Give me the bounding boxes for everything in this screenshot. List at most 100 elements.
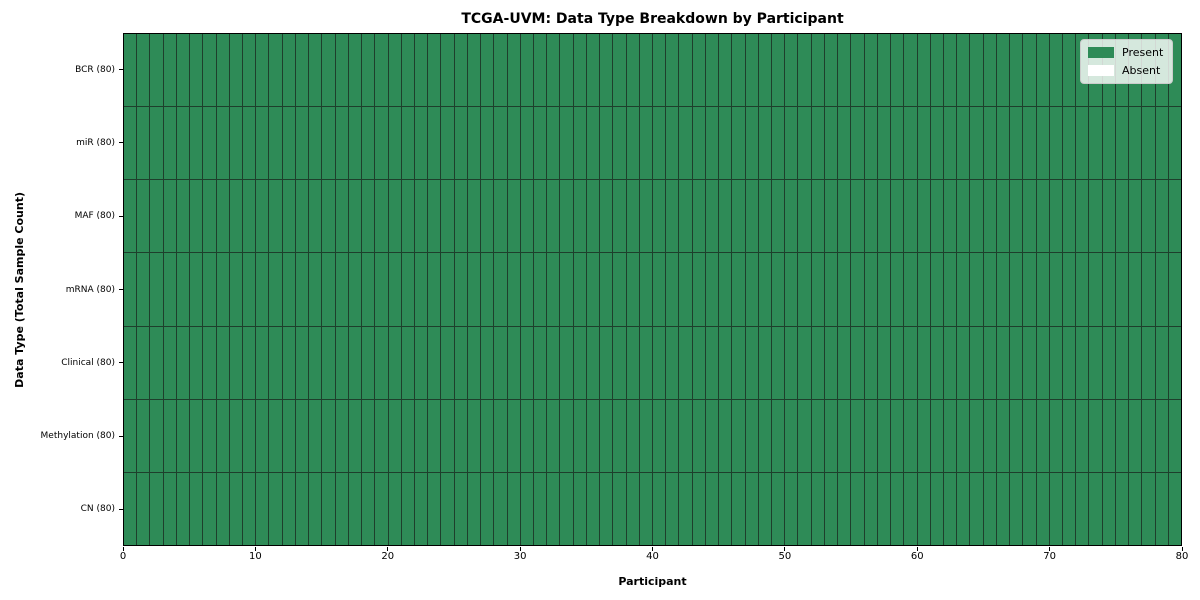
heatmap-cell [838, 34, 851, 107]
heatmap-cell [745, 107, 758, 180]
heatmap-cell [388, 107, 401, 180]
heatmap-cell [190, 34, 203, 107]
heatmap-cell [719, 180, 732, 253]
heatmap-cell [348, 399, 362, 472]
heatmap-cell [1089, 472, 1102, 545]
heatmap-cell [639, 399, 652, 472]
heatmap-cell [348, 180, 362, 253]
heatmap-cell [269, 399, 282, 472]
heatmap-cell [785, 253, 798, 326]
heatmap-cell [851, 253, 864, 326]
heatmap-cell [362, 180, 375, 253]
heatmap-cell [930, 34, 943, 107]
legend-label: Absent [1122, 64, 1161, 77]
heatmap-cell [533, 399, 547, 472]
heatmap-cell [679, 399, 692, 472]
heatmap-cell [851, 326, 864, 399]
heatmap-cell [163, 107, 176, 180]
heatmap-cell [996, 326, 1010, 399]
heatmap-cell [348, 472, 362, 545]
heatmap-cell [216, 326, 229, 399]
heatmap-cell [719, 253, 732, 326]
heatmap-cell [600, 107, 613, 180]
heatmap-cell [335, 472, 348, 545]
heatmap-cell [150, 326, 163, 399]
heatmap-cell [243, 107, 256, 180]
heatmap-cell [666, 34, 679, 107]
heatmap-cell [851, 34, 864, 107]
heatmap-cell [1142, 472, 1155, 545]
heatmap-cell [970, 326, 983, 399]
heatmap-cell [335, 326, 348, 399]
heatmap-cell [983, 399, 996, 472]
heatmap-cell [362, 326, 375, 399]
heatmap-cell [613, 34, 626, 107]
heatmap-cell [1089, 399, 1102, 472]
heatmap-cell [798, 34, 811, 107]
heatmap-cell [1115, 326, 1129, 399]
heatmap-cell [983, 472, 996, 545]
heatmap-cell [586, 180, 600, 253]
heatmap-cell [745, 180, 758, 253]
heatmap-cell [269, 107, 282, 180]
heatmap-cell [1129, 107, 1142, 180]
heatmap-cell [454, 34, 467, 107]
x-tick-label: 20 [381, 551, 395, 562]
heatmap-cell [811, 326, 824, 399]
heatmap-cell [309, 253, 322, 326]
heatmap-cell [309, 472, 322, 545]
heatmap-cell [1168, 326, 1181, 399]
heatmap-cell [309, 107, 322, 180]
heatmap-cell [838, 180, 851, 253]
heatmap-cell [481, 472, 494, 545]
heatmap-cell [520, 34, 533, 107]
heatmap-cell [573, 399, 586, 472]
heatmap-cell [348, 34, 362, 107]
heatmap-cell [983, 107, 996, 180]
heatmap-cell [613, 180, 626, 253]
heatmap-cell [1076, 253, 1089, 326]
heatmap-cell [375, 472, 388, 545]
heatmap-cell [692, 107, 705, 180]
heatmap-cell [719, 472, 732, 545]
heatmap-cell [904, 399, 917, 472]
heatmap-cell [983, 34, 996, 107]
heatmap-cell [176, 253, 190, 326]
heatmap-cell [1010, 34, 1023, 107]
heatmap-cell [441, 34, 454, 107]
heatmap-cell [176, 107, 190, 180]
heatmap-cell [414, 472, 428, 545]
heatmap-cell [190, 326, 203, 399]
heatmap-cell [877, 253, 891, 326]
heatmap-cell [891, 253, 904, 326]
heatmap-cell [824, 399, 838, 472]
x-tick-mark [387, 547, 389, 551]
heatmap-cell [732, 472, 745, 545]
y-tick-mark [119, 142, 123, 144]
heatmap-cell [216, 472, 229, 545]
heatmap-cell [639, 472, 652, 545]
heatmap-cell [666, 180, 679, 253]
heatmap-cell [335, 180, 348, 253]
heatmap-cell [269, 34, 282, 107]
heatmap-cell [494, 180, 507, 253]
heatmap-cell [309, 180, 322, 253]
heatmap-cell [1049, 34, 1062, 107]
heatmap-cell [388, 34, 401, 107]
heatmap-cell [1023, 253, 1036, 326]
heatmap-cell [388, 326, 401, 399]
heatmap-cell [1115, 472, 1129, 545]
heatmap-cell [1115, 399, 1129, 472]
heatmap-cell [481, 180, 494, 253]
heatmap-cell [877, 34, 891, 107]
heatmap-cell [414, 399, 428, 472]
heatmap-cell [838, 472, 851, 545]
heatmap-cell [1010, 180, 1023, 253]
heatmap-cell [1010, 107, 1023, 180]
heatmap-cell [560, 34, 573, 107]
heatmap-cell [613, 326, 626, 399]
heatmap-cell [1129, 326, 1142, 399]
heatmap-cell [375, 326, 388, 399]
heatmap-cell [1010, 399, 1023, 472]
heatmap-cell [309, 399, 322, 472]
